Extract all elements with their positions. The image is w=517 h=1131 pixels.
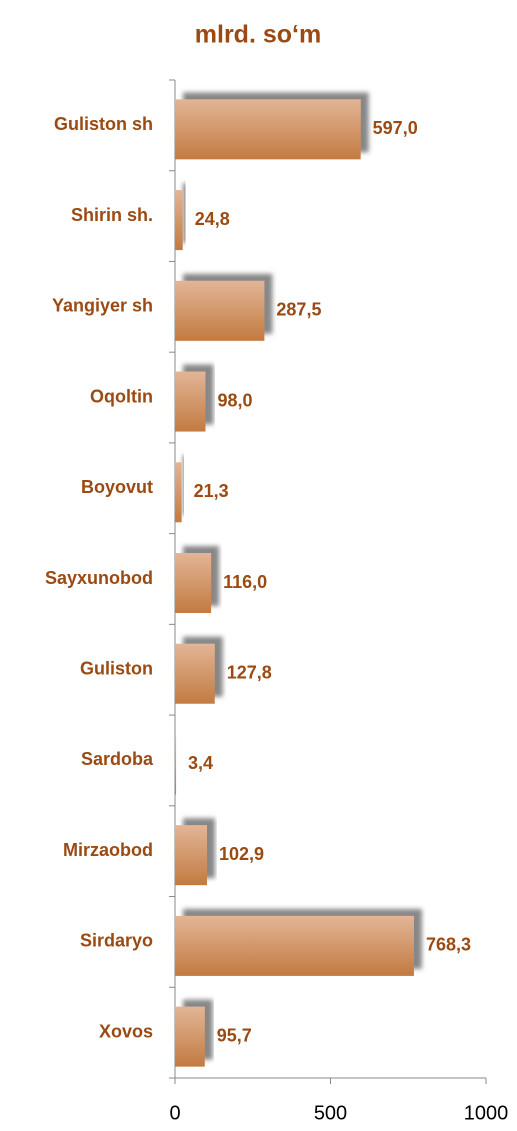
y-tick-label: Boyovut xyxy=(81,477,153,497)
bar xyxy=(175,462,182,523)
bar xyxy=(175,643,215,704)
bar xyxy=(175,553,212,613)
bar xyxy=(175,825,208,886)
y-tick-label: Oqoltin xyxy=(90,386,153,406)
y-tick-label: Shirin sh. xyxy=(71,205,153,225)
value-label: 127,8 xyxy=(227,662,272,682)
value-label: 287,5 xyxy=(276,300,321,320)
y-tick-label: Sirdaryo xyxy=(80,931,153,951)
bar xyxy=(175,734,177,795)
y-tick-label: Guliston sh xyxy=(54,114,153,134)
bar xyxy=(175,99,361,160)
value-label: 98,0 xyxy=(217,390,252,410)
value-label: 116,0 xyxy=(223,572,267,592)
value-label: 102,9 xyxy=(219,844,264,864)
x-tick-label: 500 xyxy=(314,1102,347,1124)
chart-title: mlrd. so‘m xyxy=(195,21,321,49)
y-tick-label: Sardoba xyxy=(81,749,154,769)
value-label: 21,3 xyxy=(194,481,229,501)
y-tick-label: Sayxunobod xyxy=(45,568,153,588)
bar xyxy=(175,915,414,976)
x-tick-label: 0 xyxy=(169,1102,180,1124)
bar xyxy=(175,280,265,341)
y-tick-label: Yangiyer sh xyxy=(52,296,153,316)
bar xyxy=(175,190,183,251)
value-label: 597,0 xyxy=(373,118,418,138)
y-tick-label: Mirzaobod xyxy=(63,840,153,860)
value-label: 768,3 xyxy=(426,935,471,955)
value-label: 95,7 xyxy=(217,1025,252,1045)
x-tick-label: 1000 xyxy=(464,1102,509,1124)
value-label: 24,8 xyxy=(195,209,230,229)
y-tick-label: Xovos xyxy=(99,1021,153,1041)
value-label: 3,4 xyxy=(188,753,213,773)
bar xyxy=(175,1006,205,1067)
y-tick-label: Guliston xyxy=(80,658,153,678)
bar xyxy=(175,371,206,432)
